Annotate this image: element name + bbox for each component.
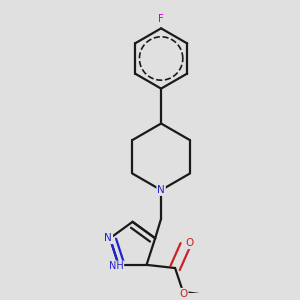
- Text: O: O: [179, 289, 188, 299]
- Text: N: N: [157, 185, 165, 195]
- Text: O: O: [185, 238, 194, 248]
- Text: N: N: [104, 233, 112, 243]
- Text: F: F: [158, 14, 164, 24]
- Text: NH: NH: [109, 261, 123, 272]
